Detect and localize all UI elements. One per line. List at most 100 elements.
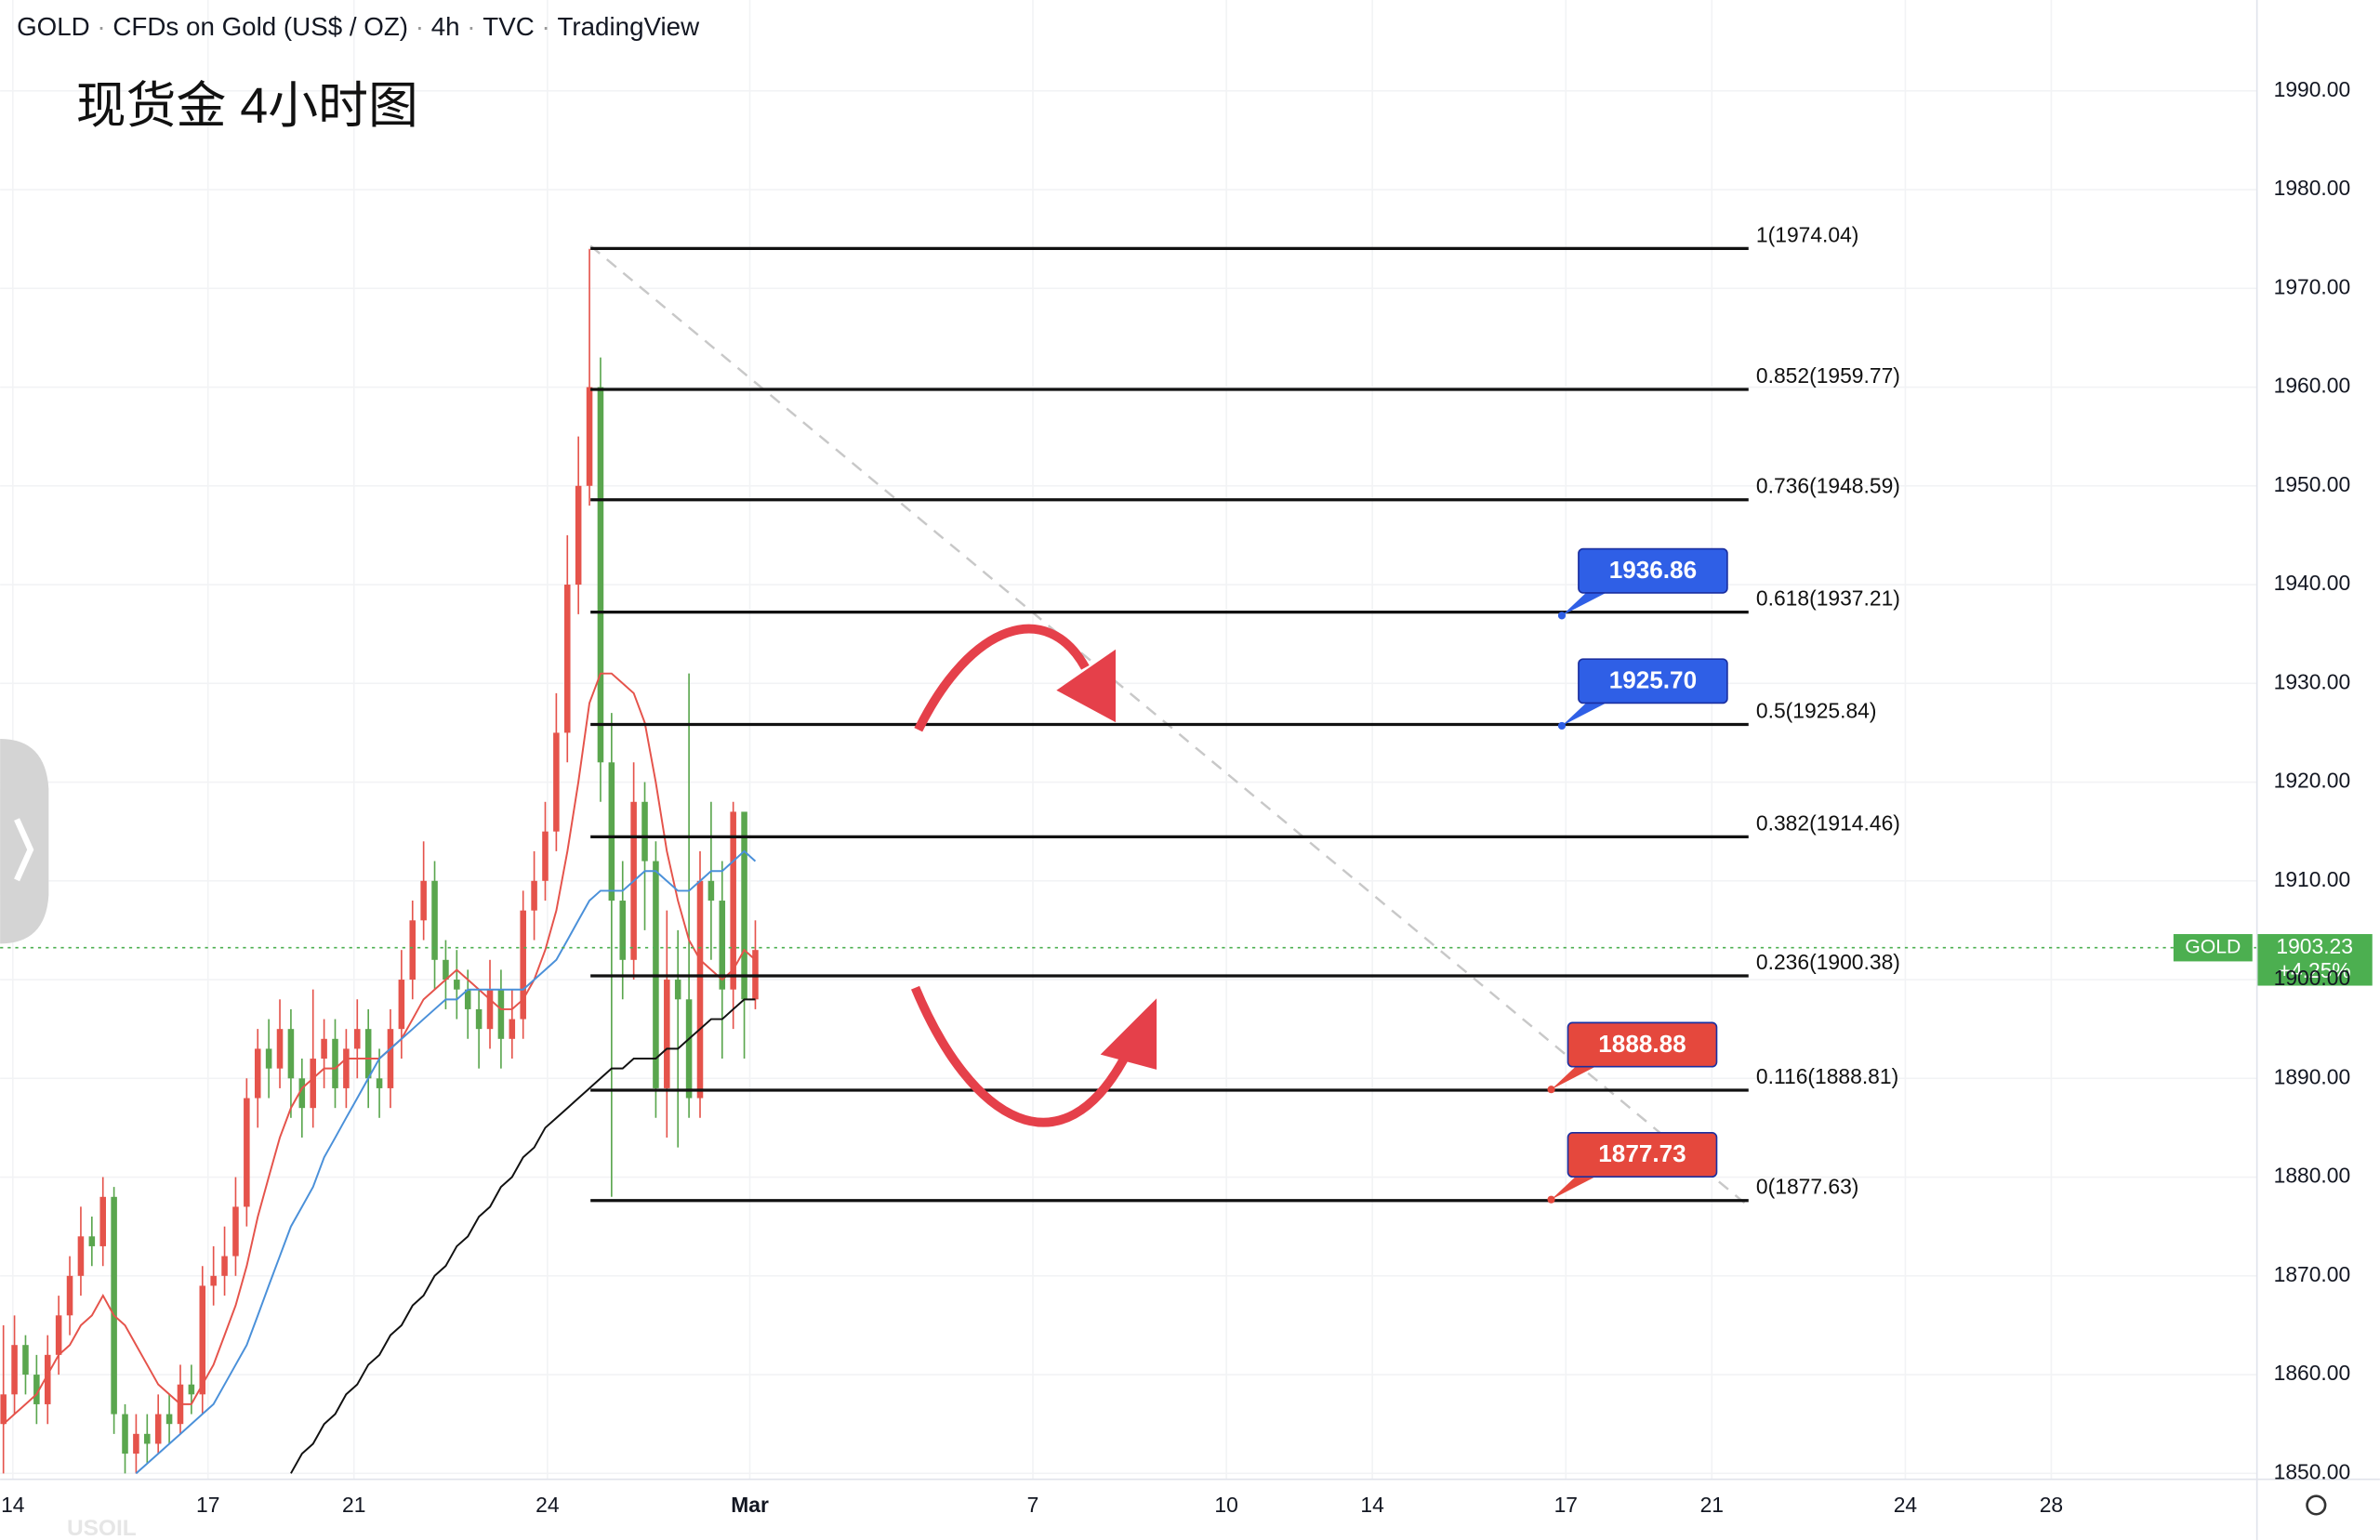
trend-line — [589, 244, 1750, 1207]
candle-body — [563, 585, 571, 733]
candle-body — [55, 1315, 62, 1355]
candle-body — [597, 387, 604, 763]
candle-body — [619, 901, 627, 960]
plot-area — [0, 248, 759, 1475]
separator: · — [460, 12, 483, 41]
candle-body — [254, 1048, 261, 1099]
candle-body — [133, 1433, 139, 1454]
fib-label: 0.736(1948.59) — [1756, 474, 1900, 498]
separator: · — [535, 12, 558, 41]
candle-body — [199, 1285, 206, 1395]
candle-body — [719, 901, 726, 990]
x-tick-label: 21 — [342, 1493, 365, 1517]
candle-body — [443, 959, 449, 981]
callout-pointer — [1551, 1175, 1599, 1200]
candle-body — [354, 1029, 361, 1049]
y-tick-label: 1910.00 — [2274, 867, 2351, 891]
x-tick-label: 28 — [2040, 1493, 2063, 1517]
candle-body — [420, 880, 427, 921]
x-tick-label: 24 — [1894, 1493, 1918, 1517]
y-tick-label: 1930.00 — [2274, 669, 2351, 693]
price-tag-value: 1903.23 — [2276, 934, 2353, 958]
candle-body — [696, 880, 704, 1099]
header: GOLD · CFDs on Gold (US$ / OZ) · 4h · TV… — [17, 12, 700, 41]
callout-box — [1567, 1132, 1718, 1178]
interval: 4h — [431, 12, 460, 41]
callout-pointer — [1561, 701, 1609, 726]
candle-body — [33, 1375, 40, 1404]
candle-body — [575, 485, 582, 586]
candle-body — [265, 1048, 272, 1069]
grid — [0, 0, 2257, 1480]
moving-average — [290, 998, 756, 1474]
candle-body — [66, 1275, 73, 1316]
candle-body — [454, 980, 460, 990]
callout-anchor — [1547, 1195, 1555, 1204]
candle-body — [553, 732, 560, 832]
y-tick-label: 1880.00 — [2274, 1164, 2351, 1188]
callout-anchor — [1547, 1086, 1555, 1094]
candle-body — [730, 811, 736, 990]
candle-body — [165, 1414, 173, 1425]
candle-body — [608, 762, 615, 902]
candle-body — [398, 980, 405, 1030]
candle-body — [310, 1059, 316, 1109]
callout-pointer — [1561, 591, 1609, 616]
callout-text: 1877.73 — [1598, 1139, 1686, 1167]
arrow-head — [1056, 649, 1117, 723]
candle-body — [387, 1029, 394, 1088]
fib-label: 1(1974.04) — [1756, 222, 1859, 246]
candle-body — [321, 1038, 327, 1060]
candle-body — [497, 989, 505, 1039]
settings-icon[interactable] — [2306, 1494, 2327, 1516]
separator: · — [408, 12, 431, 41]
y-tick-label: 1920.00 — [2274, 769, 2351, 793]
description: CFDs on Gold (US$ / OZ) — [112, 12, 408, 41]
arrow-head — [1100, 998, 1157, 1070]
x-tick-label: Mar — [731, 1493, 769, 1517]
candle-body — [509, 1019, 516, 1039]
candle-body — [475, 1008, 483, 1030]
candle-body — [707, 880, 715, 902]
candle-body — [664, 980, 670, 1088]
x-tick-label: 14 — [1360, 1493, 1384, 1517]
candle-body — [111, 1196, 117, 1415]
x-tick-label: 17 — [1554, 1493, 1578, 1517]
candle-body — [641, 801, 648, 862]
candle-body — [298, 1078, 306, 1109]
candle-body — [221, 1256, 228, 1276]
x-tick-label: 21 — [1700, 1493, 1724, 1517]
candle-body — [431, 880, 438, 960]
candle-body — [0, 1394, 7, 1425]
moving-average — [135, 849, 757, 1475]
y-tick-label: 1970.00 — [2274, 274, 2351, 298]
callout-text: 1888.88 — [1598, 1030, 1686, 1058]
chart-title: 现货金 4小时图 — [76, 78, 418, 134]
symbol-tag — [2173, 934, 2253, 962]
candle-body — [188, 1384, 195, 1395]
candle-body — [88, 1236, 96, 1246]
overlays: GOLD 1903.23+4.25% 1(1974.04) 0.852(1959.77… — [0, 222, 2373, 1204]
candle-body — [376, 1078, 383, 1088]
y-tick-label: 1890.00 — [2274, 1064, 2351, 1088]
candle-body — [364, 1029, 372, 1079]
candle-body — [244, 1098, 250, 1207]
callout-box — [1567, 1021, 1718, 1068]
candle-body — [741, 811, 747, 1000]
fib-label: 0.5(1925.84) — [1756, 698, 1877, 722]
candle-body — [685, 999, 693, 1099]
y-tick-label: 1940.00 — [2274, 571, 2351, 595]
candle-body — [11, 1345, 18, 1395]
exchange: TVC — [483, 12, 535, 41]
y-tick-label: 1900.00 — [2274, 966, 2351, 990]
fib-label: 0(1877.63) — [1756, 1175, 1859, 1199]
arrow-curve — [914, 624, 1090, 732]
candle-body — [586, 387, 593, 486]
symbol: GOLD — [17, 12, 90, 41]
candle-body — [232, 1206, 239, 1257]
callout-anchor — [1557, 612, 1567, 620]
price-tag-change: +4.25% — [2279, 958, 2351, 982]
candle-body — [122, 1414, 128, 1454]
candle-body — [210, 1275, 217, 1286]
